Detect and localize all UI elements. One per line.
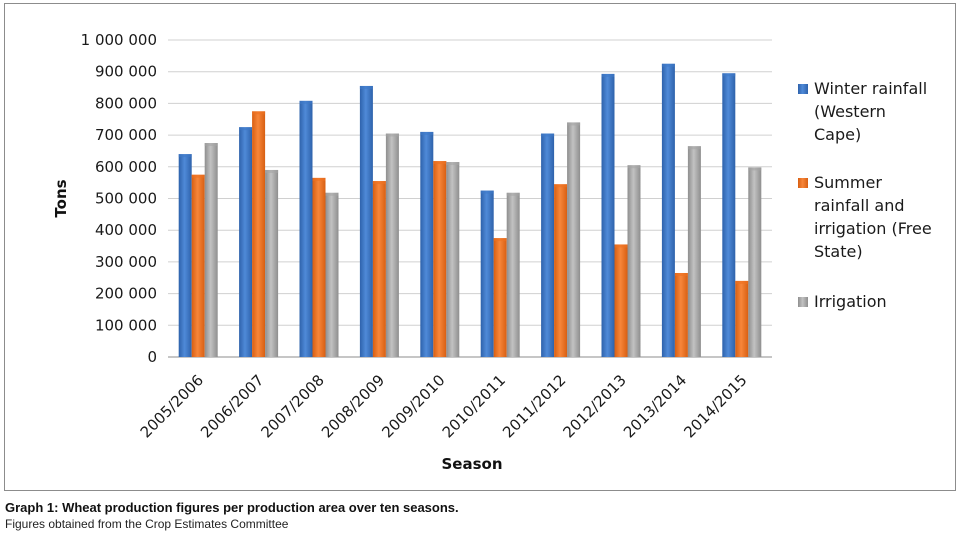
legend-swatch: [798, 297, 808, 307]
bar-top-shade: [446, 162, 460, 166]
bar-top-shade: [433, 161, 447, 165]
legend-label: State): [814, 242, 863, 261]
y-tick-label: 100 000: [95, 316, 157, 334]
bar-top-shade: [239, 127, 253, 131]
bar-top-shade: [372, 181, 386, 185]
bar-winter-rainfall: [541, 133, 555, 357]
legend-label: (Western: [814, 102, 886, 121]
y-tick-label: 500 000: [95, 190, 157, 208]
bar-irrigation: [204, 143, 218, 357]
bar-winter-rainfall: [722, 73, 736, 357]
bar-winter-rainfall: [420, 131, 434, 357]
bar-top-shade: [420, 131, 434, 135]
bar-top-shade: [325, 192, 339, 196]
bar-summer-rainfall: [493, 238, 507, 357]
bar-top-shade: [265, 169, 279, 173]
bar-summer-rainfall: [312, 177, 326, 357]
x-tick-label: 2005/2006: [137, 371, 207, 441]
bar-top-shade: [493, 238, 507, 242]
bar-top-shade: [567, 122, 581, 126]
bar-top-shade: [661, 63, 675, 67]
bar-top-shade: [554, 184, 568, 188]
bar-top-shade: [687, 146, 701, 150]
legend-swatch: [798, 178, 808, 188]
caption-title: Graph 1: Wheat production figures per pr…: [5, 500, 459, 515]
bar-summer-rainfall: [735, 280, 749, 357]
bar-chart: 0 100 000 200 000 300 000 400 000 500 000 600 …: [52, 31, 932, 473]
bar-irrigation: [627, 165, 641, 357]
bar-top-shade: [541, 133, 555, 137]
x-axis-title: Season: [441, 455, 502, 473]
figure-caption: Graph 1: Wheat production figures per pr…: [5, 500, 955, 532]
bar-winter-rainfall: [661, 63, 675, 358]
x-tick-label: 2012/2013: [560, 371, 630, 441]
bar-summer-rainfall: [674, 272, 688, 357]
bar-winter-rainfall: [178, 154, 192, 357]
caption-source: Figures obtained from the Crop Estimates…: [5, 517, 289, 531]
bar-top-shade: [722, 73, 736, 77]
y-tick-label: 300 000: [95, 253, 157, 271]
y-axis-title: Tons: [52, 179, 70, 217]
legend-label: Irrigation: [814, 292, 887, 311]
bar-top-shade: [735, 280, 749, 284]
y-tick-label: 900 000: [95, 63, 157, 81]
bar-irrigation: [567, 122, 581, 357]
bar-winter-rainfall: [239, 127, 253, 357]
bar-top-shade: [506, 192, 520, 196]
legend-swatch: [798, 84, 808, 94]
y-tick-label: 800 000: [95, 94, 157, 112]
legend-label: rainfall and: [814, 196, 904, 215]
bar-irrigation: [748, 167, 762, 357]
bar-irrigation: [265, 169, 279, 357]
bar-irrigation: [506, 192, 520, 357]
y-tick-label: 400 000: [95, 221, 157, 239]
bar-summer-rainfall: [252, 111, 266, 357]
bar-summer-rainfall: [433, 161, 447, 357]
y-tick-label: 0: [147, 348, 157, 366]
bar-top-shade: [627, 165, 641, 169]
bar-top-shade: [614, 244, 628, 248]
bar-irrigation: [446, 162, 460, 357]
bar-top-shade: [178, 154, 192, 158]
bar-summer-rainfall: [372, 181, 386, 357]
bar-top-shade: [385, 133, 399, 137]
y-tick-label: 700 000: [95, 126, 157, 144]
bar-top-shade: [299, 100, 313, 104]
bar-top-shade: [480, 190, 494, 194]
x-tick-label: 2013/2014: [620, 371, 690, 441]
x-tick-label: 2009/2010: [378, 371, 448, 441]
legend-label: irrigation (Free: [814, 219, 932, 238]
legend-label: Cape): [814, 125, 861, 144]
bar-winter-rainfall: [601, 73, 615, 357]
bar-top-shade: [359, 85, 373, 89]
x-tick-label: 2006/2007: [197, 371, 267, 441]
bar-winter-rainfall: [359, 85, 373, 357]
bar-irrigation: [325, 192, 339, 357]
x-tick-label: 2014/2015: [680, 371, 750, 441]
bar-top-shade: [674, 272, 688, 276]
x-tick-label: 2010/2011: [439, 371, 509, 441]
bar-summer-rainfall: [554, 184, 568, 357]
bar-top-shade: [204, 143, 218, 147]
x-tick-label: 2008/2009: [318, 371, 388, 441]
bar-top-shade: [601, 73, 615, 77]
bar-irrigation: [385, 133, 399, 357]
bar-winter-rainfall: [299, 100, 313, 357]
bar-top-shade: [252, 111, 266, 115]
x-tick-label: 2007/2008: [258, 371, 328, 441]
x-tick-label: 2011/2012: [499, 371, 569, 441]
y-tick-label: 600 000: [95, 158, 157, 176]
bar-top-shade: [312, 177, 326, 181]
legend-label: Summer: [814, 173, 882, 192]
bar-summer-rainfall: [614, 244, 628, 357]
bar-top-shade: [191, 174, 205, 178]
bar-winter-rainfall: [480, 190, 494, 357]
y-tick-label: 200 000: [95, 285, 157, 303]
chart-frame: [4, 3, 956, 491]
bar-summer-rainfall: [191, 174, 205, 357]
bar-irrigation: [687, 146, 701, 357]
bar-top-shade: [748, 167, 762, 171]
y-tick-label: 1 000 000: [81, 31, 157, 49]
legend-label: Winter rainfall: [814, 79, 927, 98]
